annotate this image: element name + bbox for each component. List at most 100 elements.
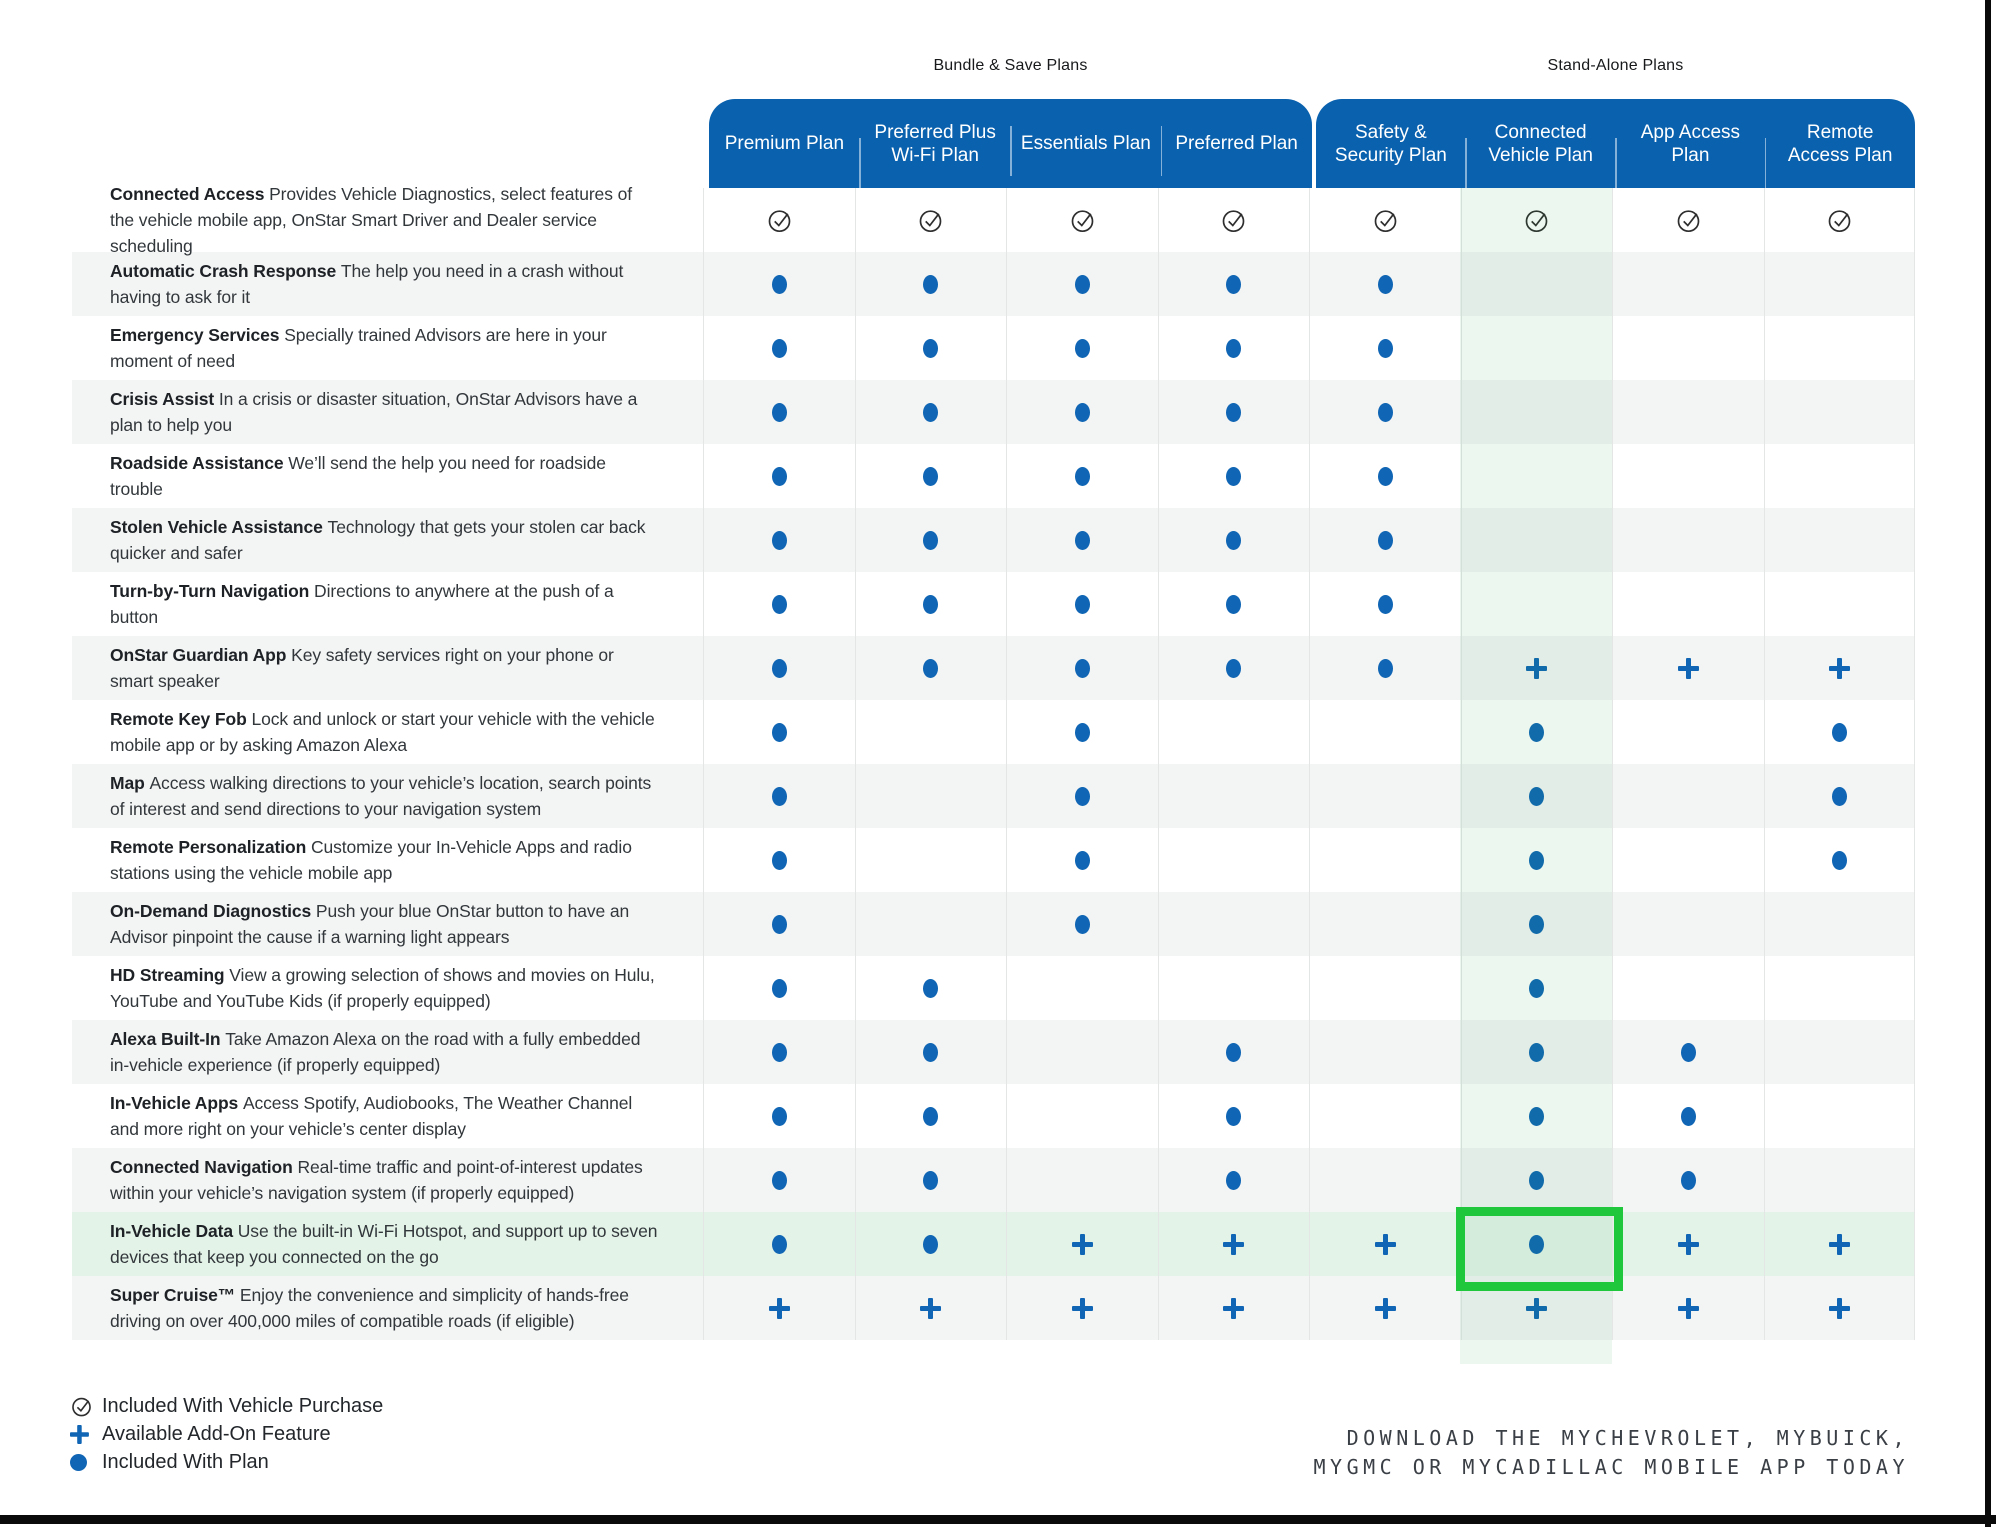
feature-description: Remote Personalization Customize your In…	[110, 837, 632, 883]
plan-cell	[1309, 1276, 1461, 1340]
included-with-plan-dot-icon	[1377, 530, 1393, 550]
included-with-plan-dot-icon	[1226, 658, 1242, 678]
plan-cell	[1006, 1020, 1158, 1084]
plan-cell	[703, 1084, 855, 1148]
plan-cell	[1157, 892, 1310, 956]
plan-cell	[1309, 508, 1461, 572]
included-with-plan-dot-icon	[1074, 466, 1090, 486]
add-on-plus-icon	[1526, 1297, 1548, 1319]
plan-cell	[1157, 380, 1310, 444]
plan-cell	[1460, 316, 1613, 380]
plan-cell	[1006, 508, 1158, 572]
add-on-plus-icon	[1223, 1297, 1245, 1319]
included-with-plan-dot-icon	[1074, 914, 1090, 934]
included-with-plan-dot-icon	[923, 274, 939, 294]
included-with-plan-dot-icon	[1529, 1170, 1545, 1190]
included-with-plan-dot-icon	[1377, 594, 1393, 614]
plan-cell	[1763, 572, 1915, 636]
add-on-plus-icon	[1677, 1297, 1699, 1319]
legend-item-included-with-purchase: Included With Vehicle Purchase	[70, 1392, 383, 1420]
plan-cell	[1309, 444, 1461, 508]
plan-cell	[1460, 572, 1613, 636]
plan-cell	[703, 1148, 855, 1212]
plan-cell	[703, 380, 855, 444]
plan-cell	[1763, 188, 1915, 252]
plan-cell	[1612, 828, 1764, 892]
plan-cell	[1309, 956, 1461, 1020]
included-with-plan-dot-icon	[1377, 274, 1393, 294]
standalone-plans-header: Safety & Security Plan Connected Vehicle…	[1316, 99, 1915, 188]
plan-cell	[1763, 828, 1915, 892]
column-header-essentials-plan: Essentials Plan	[1010, 126, 1162, 176]
plan-cell	[1763, 700, 1915, 764]
column-header-app-access-plan: App Access Plan	[1615, 121, 1766, 188]
plan-cell	[1612, 252, 1764, 316]
included-with-plan-dot-icon	[1529, 914, 1545, 934]
download-app-line2: MYGMC OR MYCADILLAC MOBILE APP TODAY	[1313, 1455, 1909, 1479]
feature-description: Automatic Crash Response The help you ne…	[110, 261, 624, 307]
table-row: Connected Access Provides Vehicle Diagno…	[72, 184, 1915, 256]
add-on-plus-icon	[1071, 1233, 1093, 1255]
included-with-plan-dot-icon	[1074, 338, 1090, 358]
add-on-plus-icon	[1374, 1233, 1396, 1255]
plan-cell	[1612, 892, 1764, 956]
plan-cell	[854, 956, 1007, 1020]
plan-cell	[854, 252, 1007, 316]
plan-cell	[1006, 828, 1158, 892]
plan-cell	[1006, 1276, 1158, 1340]
plan-cell	[1460, 1276, 1613, 1340]
plan-cell	[703, 700, 855, 764]
check-circle-icon	[70, 1395, 102, 1418]
feature-description: Super Cruise™ Enjoy the convenience and …	[110, 1285, 629, 1331]
bundle-plans-title: Bundle & Save Plans	[933, 57, 1088, 74]
plan-cell	[1006, 188, 1158, 252]
plan-cell	[1157, 572, 1310, 636]
feature-description: Alexa Built-In Take Amazon Alexa on the …	[110, 1029, 641, 1075]
included-with-plan-dot-icon	[923, 1170, 939, 1190]
legend-label: Included With Plan	[102, 1450, 269, 1473]
plus-icon	[70, 1424, 102, 1445]
table-row: Turn-by-Turn Navigation Directions to an…	[72, 572, 1915, 636]
included-with-purchase-check-icon	[1374, 209, 1397, 232]
plan-cell	[1309, 636, 1461, 700]
plan-cell	[1763, 1276, 1915, 1340]
plan-cell	[1157, 956, 1310, 1020]
plan-cell	[1006, 956, 1158, 1020]
table-row: Connected Navigation Real-time traffic a…	[72, 1148, 1915, 1212]
plan-cell	[1006, 316, 1158, 380]
included-with-plan-dot-icon	[1074, 850, 1090, 870]
included-with-plan-dot-icon	[1074, 402, 1090, 422]
included-with-purchase-check-icon	[1071, 209, 1094, 232]
add-on-plus-icon	[1828, 657, 1850, 679]
plan-cell	[703, 1020, 855, 1084]
included-with-plan-dot-icon	[1074, 274, 1090, 294]
plan-cell	[1460, 828, 1613, 892]
plan-cell	[1612, 1212, 1764, 1276]
included-with-plan-dot-icon	[771, 274, 787, 294]
plan-cell	[1157, 828, 1310, 892]
plan-cell	[1006, 1084, 1158, 1148]
plan-cell	[703, 636, 855, 700]
included-with-plan-dot-icon	[1074, 530, 1090, 550]
included-with-purchase-check-icon	[1828, 209, 1851, 232]
plan-cell	[1006, 700, 1158, 764]
included-with-plan-dot-icon	[1529, 850, 1545, 870]
plan-cell	[854, 444, 1007, 508]
plan-cell	[1309, 1020, 1461, 1084]
plan-cell	[1006, 636, 1158, 700]
feature-description: Roadside Assistance We’ll send the help …	[110, 453, 606, 499]
plan-cell	[1612, 316, 1764, 380]
included-with-plan-dot-icon	[771, 978, 787, 998]
included-with-plan-dot-icon	[1831, 850, 1847, 870]
table-row: OnStar Guardian App Key safety services …	[72, 636, 1915, 700]
plan-cell	[854, 1148, 1007, 1212]
included-with-plan-dot-icon	[1226, 338, 1242, 358]
included-with-plan-dot-icon	[923, 978, 939, 998]
included-with-plan-dot-icon	[1226, 1170, 1242, 1190]
plan-cell	[1157, 444, 1310, 508]
plan-cell	[1157, 700, 1310, 764]
included-with-plan-dot-icon	[1377, 338, 1393, 358]
column-header-safety-security-plan: Safety & Security Plan	[1334, 121, 1447, 166]
plan-cell	[1309, 572, 1461, 636]
